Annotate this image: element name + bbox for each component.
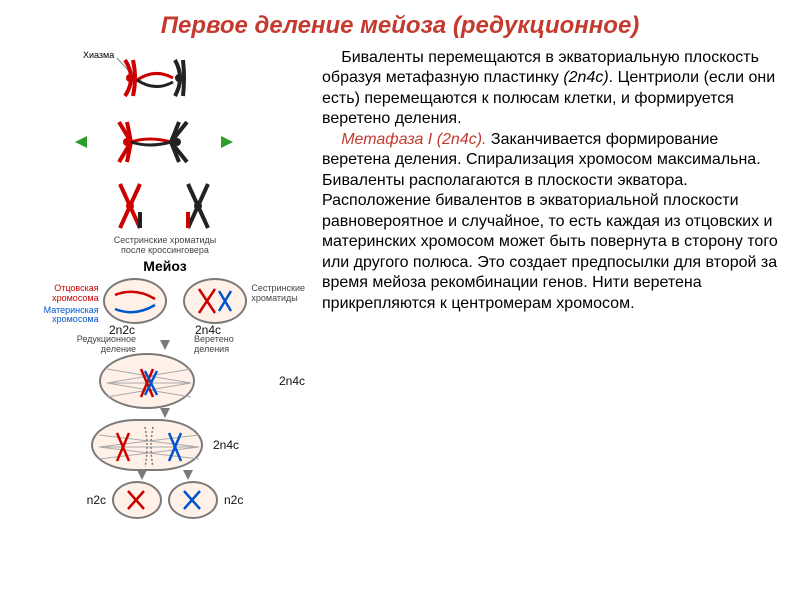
green-arrow-right-icon — [221, 136, 255, 148]
spindle1-svg — [101, 355, 197, 411]
arrow-down-icon — [160, 340, 170, 350]
bivalent-after-crossover — [75, 176, 255, 236]
formula-n2c-a: n2c — [87, 493, 106, 507]
cell-row-daughters: n2c n2c — [25, 481, 305, 519]
sister-after-crossover-label: Сестринские хроматиды после кроссинговер… — [114, 236, 216, 256]
spindle-cell-1 — [99, 353, 195, 409]
cell-row-1: Отцовская хромосома Материнская хромосом… — [25, 278, 305, 326]
chiasma-label: Хиазма — [83, 50, 114, 60]
after-left-svg — [106, 178, 156, 234]
bivalent-separating — [75, 112, 255, 172]
formula-n2c-b: n2c — [224, 493, 243, 507]
d1-svg — [114, 483, 160, 517]
cell-2n2c-svg — [105, 281, 165, 321]
formula-2n4c-c: 2n4c — [213, 438, 239, 452]
d2-svg — [170, 483, 216, 517]
spindle-cell-2 — [91, 419, 203, 471]
p1-formula: (2n4c) — [563, 69, 608, 86]
spindle2-svg — [93, 421, 205, 473]
green-arrow-left-icon — [75, 136, 87, 148]
bivalent-sep-svg — [89, 112, 219, 172]
paternal-label: Отцовская хромосома — [25, 284, 99, 304]
formula-2n4c-b: 2n4c — [279, 374, 305, 388]
bivalent-chiasma: Хиазма — [75, 48, 255, 108]
cell-2n4c-svg — [185, 281, 245, 321]
cell-row-spindle-2: 2n4c — [25, 419, 305, 471]
sister-chrom-label: Сестринские хроматиды — [251, 278, 305, 304]
text-column: Биваленты перемещаются в экваториальную … — [322, 48, 780, 517]
metaphase-label: Метафаза I (2n4c). — [341, 131, 486, 148]
cell-row-spindle-1: 2n4c — [25, 353, 305, 409]
title-text: Первое деление мейоза (редукционное) — [161, 12, 640, 39]
cell-2n4c — [183, 278, 247, 324]
p2-body: Заканчивается формирование веретена деле… — [322, 131, 778, 312]
after-right-svg — [174, 178, 224, 234]
paragraph-2: Метафаза I (2n4c). Заканчивается формиро… — [322, 130, 780, 314]
content-area: Хиазма — [0, 48, 800, 527]
daughter-cell-1 — [112, 481, 162, 519]
paragraph-1: Биваленты перемещаются в экваториальную … — [322, 48, 780, 130]
cell-diagram: Отцовская хромосома Материнская хромосом… — [25, 278, 305, 517]
cell-2n2c — [103, 278, 167, 324]
diagram-column: Хиазма — [20, 48, 310, 517]
daughter-cell-2 — [168, 481, 218, 519]
meiosis-title: Мейоз — [143, 258, 186, 274]
page-title: Первое деление мейоза (редукционное) — [0, 0, 800, 48]
